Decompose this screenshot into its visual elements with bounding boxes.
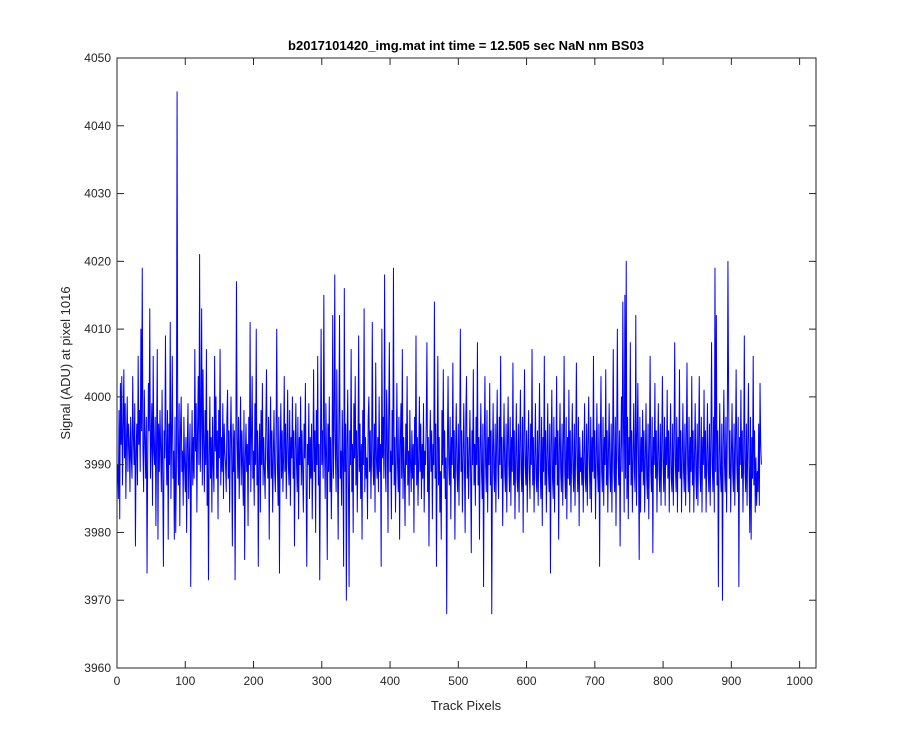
y-tick-label: 4020 xyxy=(84,254,111,268)
x-tick-label: 700 xyxy=(585,674,605,688)
x-tick-label: 200 xyxy=(244,674,264,688)
series-layer xyxy=(117,91,762,615)
chart-title: b2017101420_img.mat int time = 12.505 se… xyxy=(288,38,644,53)
y-tick-label: 4050 xyxy=(84,51,111,65)
y-tick-label: 3970 xyxy=(84,593,111,607)
y-tick-label: 4000 xyxy=(84,390,111,404)
y-tick-label: 4010 xyxy=(84,322,111,336)
y-axis-label: Signal (ADU) at pixel 1016 xyxy=(58,286,73,439)
x-tick-label: 800 xyxy=(653,674,673,688)
y-tick-label: 3960 xyxy=(84,661,111,675)
x-tick-label: 1000 xyxy=(786,674,813,688)
x-tick-label: 100 xyxy=(175,674,195,688)
y-tick-label: 4030 xyxy=(84,187,111,201)
y-tick-label: 3990 xyxy=(84,458,111,472)
y-tick-label: 3980 xyxy=(84,525,111,539)
x-tick-label: 300 xyxy=(312,674,332,688)
x-tick-label: 400 xyxy=(380,674,400,688)
x-tick-label: 900 xyxy=(721,674,741,688)
series-line-1 xyxy=(117,91,762,615)
x-tick-label: 0 xyxy=(114,674,121,688)
y-tick-label: 4040 xyxy=(84,119,111,133)
x-axis-label: Track Pixels xyxy=(431,698,502,713)
ticks-layer xyxy=(116,57,816,669)
plot-area xyxy=(117,58,816,668)
plot-frame xyxy=(116,57,817,669)
x-tick-label: 500 xyxy=(448,674,468,688)
x-tick-label: 600 xyxy=(517,674,537,688)
labels-layer: 0 100 200 300 400 500 600 700 800 900 1000 3960 3970… xyxy=(84,51,813,688)
